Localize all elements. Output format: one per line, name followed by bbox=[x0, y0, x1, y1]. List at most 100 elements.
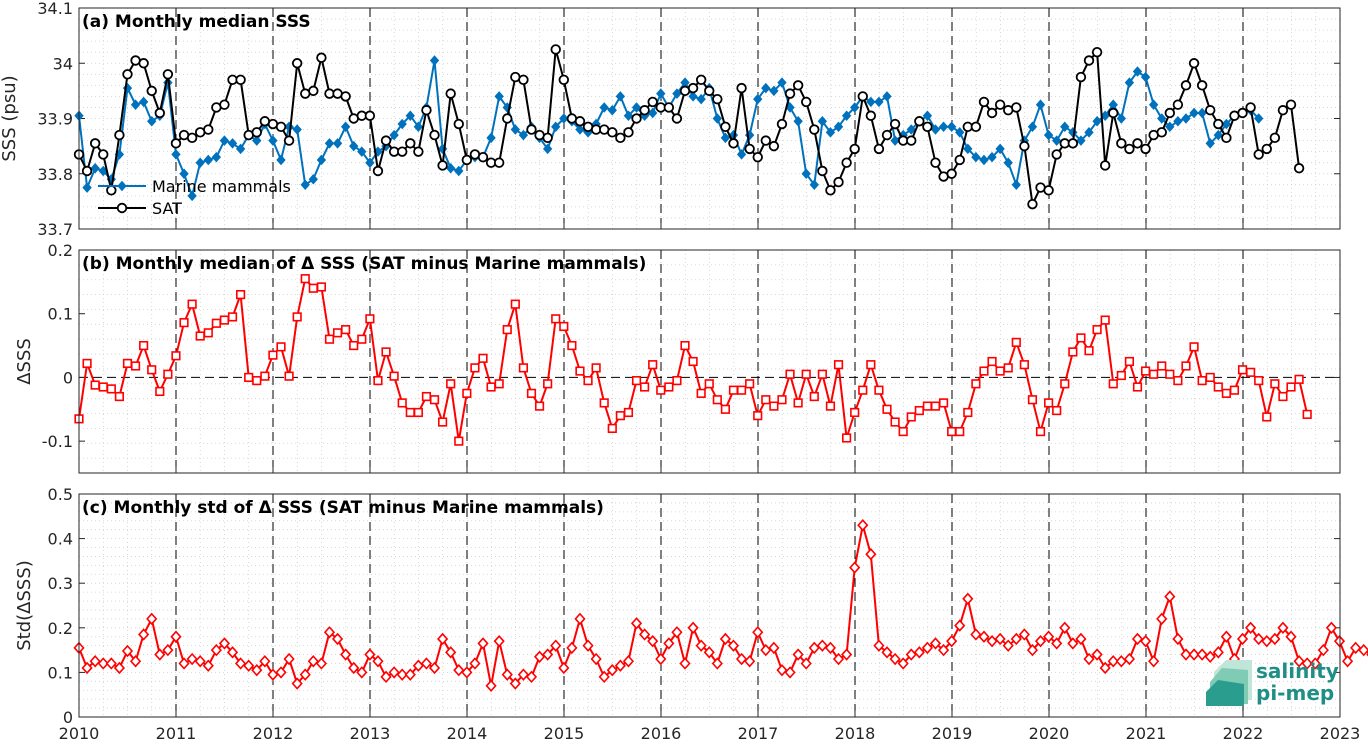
data-point bbox=[1221, 118, 1232, 130]
data-point bbox=[454, 436, 464, 446]
y-tick-label: 0 bbox=[63, 368, 73, 387]
data-point bbox=[1189, 342, 1199, 352]
data-point bbox=[219, 99, 230, 110]
data-point bbox=[1196, 80, 1208, 91]
data-point bbox=[1131, 632, 1144, 646]
data-point bbox=[890, 135, 900, 146]
data-point bbox=[252, 376, 262, 386]
data-point bbox=[833, 121, 844, 133]
data-point bbox=[1051, 149, 1062, 160]
data-point bbox=[299, 668, 311, 681]
data-point bbox=[606, 663, 618, 677]
data-point bbox=[947, 426, 957, 437]
panel-title: (a) Monthly median SSS bbox=[82, 12, 311, 32]
data-point bbox=[664, 382, 674, 392]
data-point bbox=[753, 93, 763, 105]
data-point bbox=[768, 140, 780, 152]
data-point bbox=[672, 88, 682, 99]
data-point bbox=[1018, 628, 1030, 641]
data-point bbox=[671, 113, 683, 124]
data-point bbox=[421, 105, 432, 116]
y-tick-label: 0.5 bbox=[48, 485, 73, 504]
data-point bbox=[1173, 116, 1183, 127]
data-point bbox=[211, 151, 222, 163]
x-tick-label: 2011 bbox=[156, 724, 197, 743]
data-point bbox=[671, 626, 683, 639]
data-point bbox=[461, 154, 473, 166]
data-point bbox=[1164, 107, 1176, 119]
data-point bbox=[453, 663, 465, 677]
data-point bbox=[688, 356, 698, 367]
data-point bbox=[1092, 325, 1102, 335]
data-point bbox=[995, 366, 1005, 376]
data-point bbox=[753, 411, 763, 421]
data-point bbox=[1196, 648, 1208, 661]
data-point bbox=[631, 376, 642, 386]
data-point bbox=[898, 426, 908, 437]
data-point bbox=[90, 162, 100, 174]
data-point bbox=[396, 668, 408, 681]
data-point bbox=[501, 668, 513, 681]
data-point bbox=[582, 639, 594, 652]
data-point bbox=[1236, 632, 1249, 646]
data-point bbox=[1043, 185, 1054, 196]
data-point bbox=[291, 677, 303, 690]
data-point bbox=[323, 626, 336, 639]
y-tick-label: 34.1 bbox=[37, 0, 73, 18]
data-point bbox=[292, 124, 302, 135]
data-point bbox=[324, 334, 335, 344]
data-point bbox=[98, 382, 108, 392]
data-point bbox=[454, 165, 464, 177]
data-point bbox=[1034, 634, 1047, 648]
data-point bbox=[349, 340, 359, 351]
data-point bbox=[1254, 113, 1264, 124]
data-point bbox=[389, 371, 399, 381]
data-point bbox=[429, 129, 440, 141]
legend-label: Marine mammals bbox=[152, 177, 291, 196]
data-point bbox=[946, 168, 957, 179]
data-point bbox=[1156, 127, 1167, 138]
data-point bbox=[307, 655, 319, 668]
data-point bbox=[106, 185, 117, 196]
data-point bbox=[1060, 121, 1070, 133]
data-point bbox=[922, 401, 933, 411]
y-tick-label: 0.3 bbox=[48, 574, 73, 593]
data-point bbox=[243, 659, 255, 672]
data-point bbox=[663, 637, 675, 650]
data-point bbox=[130, 361, 141, 371]
data-point bbox=[776, 663, 788, 677]
data-point bbox=[1246, 367, 1256, 377]
data-point bbox=[551, 314, 561, 324]
data-point bbox=[469, 657, 481, 670]
panel-b-delta-sss: -0.1 0 0.1 0.2 (b) Monthly median of Δ SSS (… bbox=[14, 241, 1341, 474]
data-point bbox=[1083, 55, 1095, 66]
data-point bbox=[809, 391, 819, 402]
data-point bbox=[1148, 99, 1159, 110]
data-point bbox=[752, 151, 763, 163]
data-point bbox=[171, 149, 181, 160]
data-point bbox=[1091, 47, 1103, 58]
data-point bbox=[1205, 138, 1215, 149]
data-point bbox=[195, 157, 205, 168]
x-tick-label: 2012 bbox=[253, 724, 294, 743]
data-point bbox=[971, 379, 981, 389]
data-point bbox=[389, 129, 399, 141]
data-point bbox=[211, 318, 221, 328]
data-point bbox=[218, 637, 231, 650]
data-point bbox=[446, 162, 456, 174]
data-point bbox=[930, 124, 941, 135]
data-point bbox=[1229, 385, 1240, 395]
y-axis-label: SSS (psu) bbox=[0, 75, 20, 161]
data-point bbox=[1076, 333, 1086, 343]
data-point bbox=[914, 116, 925, 127]
data-point bbox=[331, 632, 344, 646]
data-point bbox=[930, 401, 941, 411]
data-point bbox=[372, 655, 384, 668]
data-point bbox=[129, 655, 142, 668]
data-point bbox=[349, 140, 359, 152]
y-tick-label: 0.1 bbox=[48, 305, 73, 324]
data-point bbox=[413, 121, 424, 133]
data-point bbox=[106, 384, 116, 394]
data-point bbox=[283, 652, 295, 666]
data-point bbox=[979, 154, 989, 166]
